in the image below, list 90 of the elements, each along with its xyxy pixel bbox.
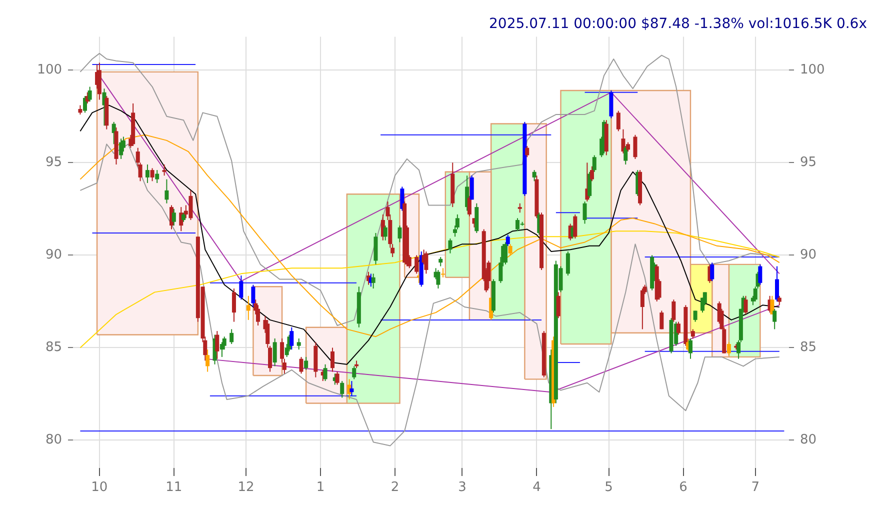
- x-tick-label: 12: [238, 480, 254, 496]
- candlestick: [592, 154, 596, 172]
- candlestick: [688, 338, 692, 360]
- candlestick: [633, 134, 638, 160]
- y2-tick-label: 100: [800, 62, 825, 78]
- candlestick: [772, 308, 777, 330]
- candlestick: [299, 356, 304, 374]
- y-tick-label: 95: [45, 155, 62, 170]
- candlestick: [414, 254, 419, 274]
- candlestick: [660, 310, 664, 330]
- candlestick: [710, 262, 714, 282]
- candlestick: [340, 380, 344, 398]
- y-tick-label: 100: [37, 62, 62, 78]
- y-tick-label: 85: [45, 340, 62, 356]
- candlestick: [436, 269, 440, 289]
- candlestick: [448, 238, 452, 254]
- y2-tick-label: 95: [800, 155, 817, 170]
- candlestick: [383, 225, 388, 241]
- candlestick: [467, 195, 472, 217]
- candlestick: [640, 288, 644, 330]
- candlestick: [400, 186, 404, 212]
- candlestick: [150, 168, 154, 182]
- candlestick: [145, 164, 150, 184]
- candlestick: [232, 288, 236, 322]
- candlestick: [246, 295, 250, 320]
- candlestick: [441, 268, 446, 278]
- x-tick-label: 1: [316, 480, 325, 496]
- candlestick: [164, 178, 169, 204]
- candlestick: [296, 338, 301, 350]
- x-tick-label: 3: [458, 480, 466, 496]
- x-tick-label: 6: [679, 480, 688, 496]
- candlestick: [503, 242, 508, 265]
- candlestick: [518, 202, 522, 214]
- candlestick: [323, 364, 328, 382]
- candlestick: [398, 225, 402, 243]
- candlestick: [438, 256, 443, 267]
- candlestick: [508, 244, 512, 256]
- x-tick-label: 11: [166, 480, 182, 496]
- candlestick: [774, 266, 779, 302]
- candlestick: [532, 170, 536, 182]
- candlestick: [83, 96, 88, 114]
- candlestick: [758, 264, 762, 286]
- candlestick: [566, 250, 570, 276]
- candlestick: [230, 328, 234, 345]
- candlestick: [182, 212, 186, 222]
- candlestick: [352, 366, 356, 380]
- candlestick: [693, 310, 698, 322]
- candlestick: [770, 295, 774, 315]
- candlestick: [272, 338, 277, 367]
- x-tick-label: 7: [751, 480, 760, 496]
- y-tick-label: 80: [45, 432, 62, 448]
- candlestick: [155, 170, 160, 184]
- candlestick: [304, 356, 308, 370]
- candlestick: [206, 349, 210, 372]
- candlestick: [239, 275, 244, 300]
- x-tick-label: 2: [390, 480, 400, 496]
- candlestick: [676, 321, 680, 336]
- candlestick: [78, 104, 82, 116]
- y2-tick-label: 85: [800, 340, 817, 356]
- candlestick: [371, 273, 376, 289]
- candlestick: [690, 328, 695, 339]
- candlestick: [506, 234, 510, 246]
- candlestick: [335, 371, 340, 386]
- candlestick: [251, 284, 256, 308]
- candlestick: [290, 326, 294, 350]
- candlestick: [88, 86, 92, 102]
- chart-title: 2025.07.11 00:00:00 $87.48 -1.38% vol:1016.5K 0.6x: [489, 16, 867, 32]
- candlestick: [624, 145, 628, 165]
- y2-tick-label: 90: [800, 248, 817, 263]
- y2-tick-label: 80: [800, 432, 817, 448]
- x-tick-label: 4: [532, 480, 541, 496]
- candlestick: [672, 299, 676, 322]
- candlestick: [424, 250, 428, 274]
- x-tick-label: 5: [604, 480, 613, 496]
- candlestick: [470, 175, 474, 200]
- y-tick-label: 90: [45, 248, 62, 263]
- candlestick: [616, 110, 620, 132]
- candlestick: [777, 295, 782, 306]
- candlestick: [556, 292, 560, 319]
- x-tick-label: 10: [91, 480, 108, 496]
- candlestick: [162, 164, 166, 176]
- candlestick: [525, 145, 530, 158]
- candlestick: [726, 342, 731, 356]
- candlestick: [350, 380, 354, 396]
- candlestick: [172, 208, 176, 226]
- candlestick: [588, 171, 592, 198]
- candlestick: [215, 330, 220, 360]
- candlestick: [590, 166, 594, 182]
- candlestick: [330, 347, 334, 372]
- candlestick: [582, 201, 587, 224]
